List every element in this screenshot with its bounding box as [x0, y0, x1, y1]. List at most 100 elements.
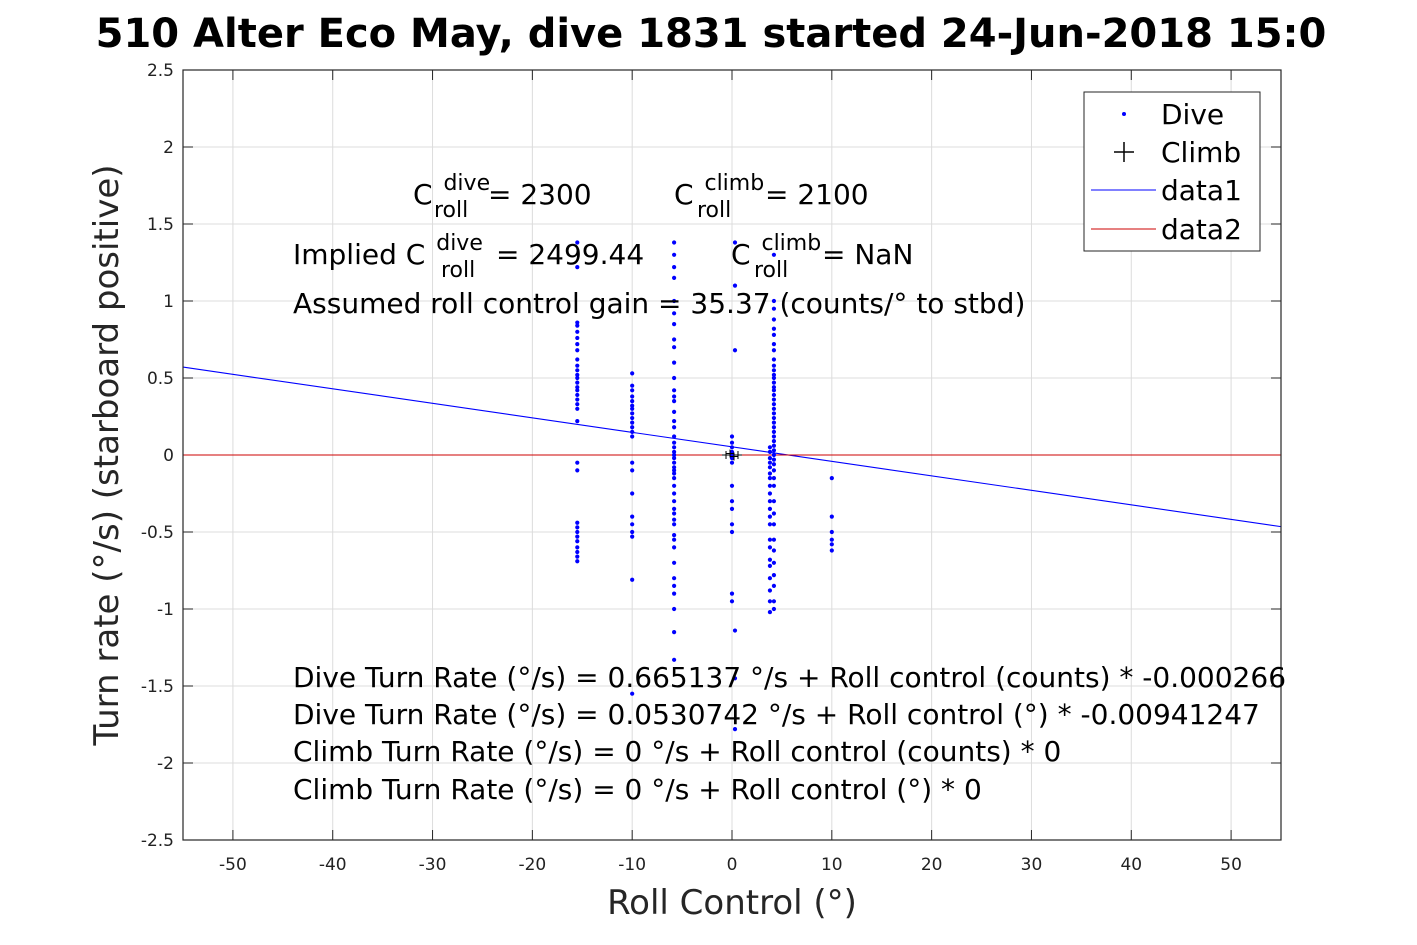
y-tick-label: 2: [163, 138, 174, 158]
dive-point: [771, 560, 777, 565]
y-tick-label: -1.5: [141, 677, 174, 697]
implied-dive-sup: dive: [436, 231, 483, 256]
equation-climb-counts: Climb Turn Rate (°/s) = 0 °/s + Roll con…: [293, 735, 1061, 768]
dive-point: [630, 429, 635, 434]
legend-box: [1083, 91, 1261, 252]
dive-point: [771, 606, 777, 612]
dive-point: [732, 676, 738, 681]
climb-point: [729, 452, 738, 461]
dive-point: [771, 522, 777, 527]
dive-point: [630, 399, 635, 404]
dive-point: [767, 460, 773, 465]
dive-point: [767, 491, 773, 496]
dive-point: [771, 573, 777, 578]
dive-point: [575, 240, 580, 245]
dive-point: [729, 499, 735, 504]
dive-point: [771, 443, 777, 448]
dive-point: [630, 420, 635, 425]
dive-point: [630, 415, 635, 421]
dive-point: [575, 529, 580, 535]
implied-dive-value: = 2499.44: [496, 238, 644, 271]
dive-point: [672, 298, 677, 304]
dive-point: [630, 394, 635, 399]
dive-point: [672, 252, 677, 257]
dive-point: [771, 439, 777, 444]
dive-point: [575, 559, 580, 564]
dive-point: [771, 468, 777, 473]
dive-point: [829, 542, 834, 547]
dive-point: [575, 397, 580, 402]
x-tick-label: -30: [419, 855, 447, 875]
plot-frame: [182, 69, 1282, 841]
dive-point: [767, 483, 773, 488]
dive-point: [672, 425, 677, 430]
dive-point: [732, 283, 738, 288]
dive-point: [771, 368, 777, 373]
dive-point: [630, 371, 635, 376]
dive-point: [630, 406, 635, 411]
dive-point: [575, 320, 580, 325]
dive-point: [630, 388, 635, 393]
dive-point: [575, 388, 580, 393]
dive-point: [630, 468, 635, 473]
legend-data1-label: data1: [1161, 174, 1242, 207]
dive-point: [575, 520, 580, 525]
dive-point: [630, 491, 635, 496]
dive-point: [672, 440, 677, 445]
dive-point: [767, 499, 773, 504]
y-tick-label: -2: [157, 754, 174, 774]
implied-prefix: Implied C: [293, 238, 425, 271]
c-climb-base: C: [674, 178, 694, 211]
dive-point: [771, 420, 777, 425]
dive-point: [672, 394, 677, 399]
y-tick-label: 0.5: [147, 369, 174, 389]
y-tick-label: -1: [157, 600, 174, 620]
dive-point: [729, 529, 735, 535]
dive-point: [771, 537, 777, 542]
dive-point: [672, 560, 677, 565]
dive-point: [767, 465, 773, 470]
dive-point: [771, 415, 777, 421]
dive-point: [767, 522, 773, 527]
dive-point: [575, 329, 580, 334]
dive-point: [829, 548, 834, 553]
x-tick-label: -50: [219, 855, 247, 875]
dive-point: [729, 460, 735, 465]
dive-point: [729, 522, 735, 527]
dive-point: [672, 537, 677, 542]
y-tick-label: 2.5: [147, 61, 174, 81]
dive-point: [672, 240, 677, 245]
dive-point: [729, 599, 735, 604]
dive-point: [575, 534, 580, 539]
dive-point: [729, 445, 735, 450]
dive-point: [771, 375, 777, 381]
dive-point: [672, 591, 677, 596]
dive-point: [771, 252, 777, 257]
c-dive-sup: dive: [443, 171, 490, 196]
dive-point: [771, 326, 777, 331]
dive-point: [672, 532, 677, 538]
dive-point: [771, 434, 777, 439]
dive-point: [630, 529, 635, 535]
dive-point: [771, 357, 777, 362]
dive-point: [672, 499, 677, 504]
dive-point: [771, 388, 777, 393]
dive-point: [729, 591, 735, 596]
x-tick-labels: -50 -40 -30 -20 -10 0 10 20 30 40 50: [219, 855, 1242, 875]
dive-point: [771, 363, 777, 368]
y-tick-label: 0: [163, 446, 174, 466]
dive-point: [672, 545, 677, 550]
equation-dive-degrees: Dive Turn Rate (°/s) = 0.0530742 °/s + R…: [293, 698, 1260, 731]
dive-point: [767, 545, 773, 550]
dive-point: [672, 375, 677, 381]
dive-point: [575, 372, 580, 378]
legend: Dive Climb data1 data2: [1083, 91, 1261, 252]
fit-equations: Dive Turn Rate (°/s) = 0.665137 °/s + Ro…: [293, 661, 1286, 806]
dive-point: [767, 455, 773, 461]
dive-point: [771, 406, 777, 411]
dive-point: [767, 576, 773, 581]
x-tick-label: -40: [319, 855, 347, 875]
dive-point: [829, 529, 834, 535]
dive-point: [575, 335, 580, 341]
